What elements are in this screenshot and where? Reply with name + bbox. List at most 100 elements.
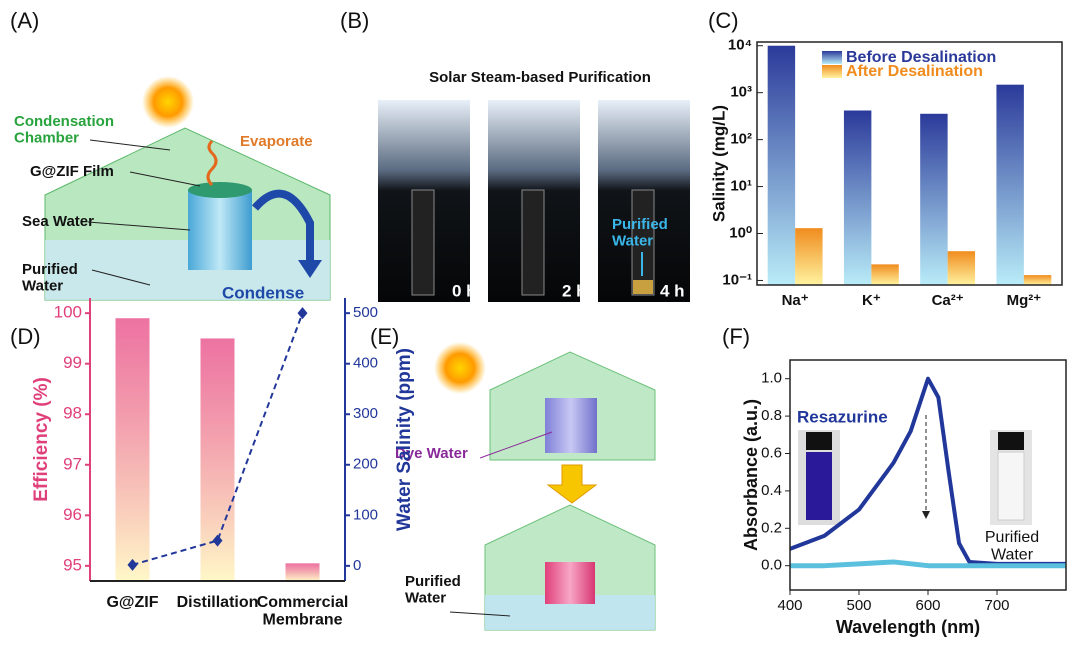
x-tick-label: Na⁺ xyxy=(782,292,809,309)
y-tick-label: 1.0 xyxy=(761,370,782,387)
x-tick-label: G@ZIF xyxy=(106,594,158,611)
y-axis-label: Salinity (mg/L) xyxy=(709,105,728,222)
marker xyxy=(297,307,308,320)
y2-tick-label: 100 xyxy=(353,506,378,523)
panel-e: (E) Dye Water Purified Water xyxy=(370,324,656,631)
label: G@ZIF Film xyxy=(30,163,114,180)
clear xyxy=(997,451,1025,521)
y-tick-label: 99 xyxy=(63,353,82,372)
y-tick-label: 0.4 xyxy=(761,482,782,499)
y2-tick-label: 300 xyxy=(353,405,378,422)
y-tick-label: 0.8 xyxy=(761,407,782,424)
cylinder xyxy=(188,190,252,270)
panel-b: (B) Solar Steam-based Purification 0 h 2… xyxy=(340,8,690,302)
y-tick-label: 98 xyxy=(63,404,82,423)
panel-label: (A) xyxy=(10,8,39,33)
bar xyxy=(996,84,1024,285)
label: Purified Water xyxy=(22,261,78,295)
bar xyxy=(795,228,823,285)
y-tick-label: 10² xyxy=(730,131,752,148)
bar xyxy=(947,251,976,285)
sun xyxy=(434,342,486,394)
bar xyxy=(1023,275,1052,285)
x-tick-label: K⁺ xyxy=(862,292,881,309)
panel-a: (A) Condensation Chamber Evaporate G@ZIF … xyxy=(10,8,331,302)
cap xyxy=(806,432,832,450)
sun xyxy=(142,76,194,128)
bar xyxy=(115,318,150,581)
water xyxy=(45,240,330,300)
cylinder xyxy=(545,398,597,453)
legend-swatch xyxy=(822,51,842,64)
series-label: Purified Water xyxy=(985,529,1039,564)
water xyxy=(633,280,653,294)
plot-frame xyxy=(756,41,1063,286)
leader xyxy=(479,431,553,459)
label: Sea Water xyxy=(22,213,94,230)
y-axis-label: Efficiency (%) xyxy=(31,377,52,502)
legend-label: After Desalination xyxy=(846,63,983,80)
condense-arrow xyxy=(251,189,314,263)
panel-label: (F) xyxy=(722,324,750,349)
label: Condensation Chamber xyxy=(14,113,114,147)
panel-label: (E) xyxy=(370,324,399,349)
cap xyxy=(998,432,1024,450)
label: Purified Water xyxy=(612,216,668,250)
x-tick-label: Commercial Membrane xyxy=(257,594,349,629)
bar xyxy=(285,563,320,581)
dye xyxy=(806,452,832,520)
title: Solar Steam-based Purification xyxy=(429,69,651,86)
y-tick-label: 95 xyxy=(63,555,82,574)
y-tick-label: 97 xyxy=(63,454,82,473)
legend-label: Before Desalination xyxy=(846,49,996,66)
label: Evaporate xyxy=(240,133,313,150)
series-label: Resazurine xyxy=(797,407,888,426)
marker xyxy=(212,534,223,547)
vial xyxy=(411,189,435,296)
line xyxy=(790,559,1066,569)
condense-head xyxy=(298,260,322,278)
y-tick-label: 0.0 xyxy=(761,557,782,574)
bar xyxy=(920,113,948,285)
y-tick-label: 10³ xyxy=(730,84,752,101)
x-tick-label: Mg²⁺ xyxy=(1007,292,1042,309)
panel-label: (C) xyxy=(708,8,739,33)
time: 2 h xyxy=(562,281,587,300)
marker xyxy=(127,558,138,571)
x-axis-label: Wavelength (nm) xyxy=(836,617,980,637)
y-tick-label: 96 xyxy=(63,505,82,524)
label: Purified Water xyxy=(405,573,461,607)
time: 4 h xyxy=(660,281,685,300)
y-axis-label: Absorbance (a.u.) xyxy=(741,399,761,551)
y2-tick-label: 400 xyxy=(353,355,378,372)
y-tick-label: 10¹ xyxy=(730,178,752,195)
line xyxy=(132,312,304,566)
x-tick-label: 400 xyxy=(777,597,802,614)
evaporate-arrow xyxy=(206,139,218,187)
film xyxy=(188,182,252,198)
y2-tick-label: 500 xyxy=(353,304,378,321)
y2-axis-label: Water Salinity (ppm) xyxy=(394,348,415,531)
y-tick-label: 10⁴ xyxy=(728,37,752,54)
y-tick-label: 0.2 xyxy=(761,519,782,536)
y-tick-label: 100 xyxy=(54,303,82,322)
label: Dye Water xyxy=(395,445,468,462)
panel-label: (D) xyxy=(10,324,41,349)
y2-tick-label: 200 xyxy=(353,456,378,473)
x-tick-label: 700 xyxy=(984,597,1009,614)
cylinder xyxy=(545,562,595,604)
panel-label: (B) xyxy=(340,8,369,33)
bar xyxy=(871,264,899,285)
leader xyxy=(449,611,511,617)
time: 0 h xyxy=(452,281,477,300)
insets xyxy=(798,415,1032,525)
x-tick-label: Ca²⁺ xyxy=(932,292,964,309)
bar xyxy=(843,110,872,285)
label: Condense xyxy=(222,283,304,302)
y-tick-label: 10⁻¹ xyxy=(722,271,752,288)
legend-swatch xyxy=(822,65,842,78)
vial xyxy=(521,189,545,296)
x-tick-label: 600 xyxy=(915,597,940,614)
leader xyxy=(87,139,201,286)
